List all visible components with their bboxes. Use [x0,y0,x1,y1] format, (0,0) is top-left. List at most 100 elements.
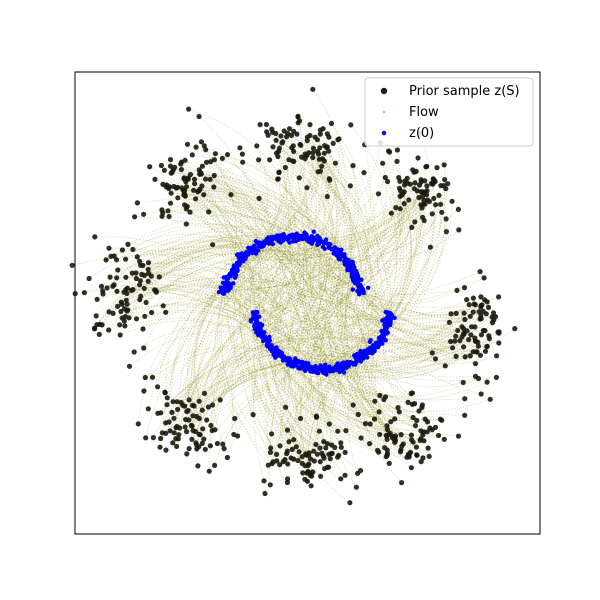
prior-sample-point [442,363,448,369]
flow-trajectory [310,231,380,413]
flow-trajectory [168,188,227,278]
prior-sample-point [460,379,466,386]
prior-sample-point [99,322,105,328]
legend-marker-z0 [381,130,387,136]
prior-sample-point [291,128,297,134]
prior-sample-point [92,234,98,240]
prior-sample-point [121,289,127,295]
flow-trajectory [356,285,413,405]
flow-trajectory [113,246,358,286]
prior-sample-point [431,195,437,201]
prior-sample-point [137,282,143,288]
prior-sample-point [134,200,140,206]
flow-trajectory [99,246,337,325]
flow-trajectory [117,260,377,344]
prior-sample-point [462,396,468,402]
prior-sample-point [459,324,465,330]
flow-trajectory [246,209,459,266]
prior-sample-point [328,120,335,127]
prior-sample-point [189,436,195,442]
flow-trajectory [306,142,381,240]
flow-trajectory [306,163,352,365]
flow-trajectory [325,368,388,430]
prior-sample-point [429,350,435,356]
z0-point [349,271,354,277]
flow-trajectory [187,178,229,289]
prior-sample-point [424,429,430,435]
prior-sample-point [297,118,303,124]
prior-sample-point [308,483,314,489]
flow-trajectory [266,366,294,453]
prior-sample-point [163,430,169,436]
flow-trajectory [333,229,460,262]
flow-trajectory [147,234,270,270]
prior-sample-point [98,283,105,289]
prior-sample-point [470,295,476,301]
z0-point [296,237,301,242]
flow-trajectory [307,332,500,381]
prior-sample-point [485,304,492,310]
prior-sample-point [396,175,402,181]
z0-point [231,265,236,270]
prior-sample-point [171,415,177,421]
prior-sample-point [457,338,463,344]
prior-sample-point [183,179,189,185]
flow-trajectory [112,253,359,291]
flow-trajectory [281,276,353,460]
z0-point [378,339,384,344]
prior-sample-point [475,343,481,349]
flow-trajectory [290,234,494,323]
prior-sample-point [384,436,390,442]
flow-trajectory [287,137,331,241]
prior-sample-point [231,431,237,438]
flow-trajectory [363,356,395,420]
flow-trajectory [203,194,335,369]
flow-trajectory [173,361,347,419]
flow-trajectory [192,321,390,406]
flow-trajectory [178,247,330,435]
z0-point [340,252,345,257]
flow-trajectory [258,159,277,243]
flow-trajectory [184,237,284,407]
prior-sample-point [326,421,332,427]
prior-sample-point [198,171,204,177]
flow-trajectory [363,292,488,316]
prior-sample-point [72,291,78,297]
flow-trajectory [309,243,396,441]
prior-sample-point [448,311,454,317]
flow-trajectory [293,131,330,242]
z0-point [331,251,336,256]
prior-sample-point [170,440,176,446]
prior-sample-point [158,162,164,169]
prior-sample-point [408,390,414,397]
prior-sample-point [478,391,484,397]
flow-trajectory [346,366,412,441]
flow-trajectory [164,291,220,393]
prior-sample-point [173,185,179,191]
flow-trajectory [325,352,373,468]
prior-sample-point [314,451,320,457]
flow-trajectory [243,182,408,258]
prior-sample-point [181,192,187,198]
flow-trajectory [287,358,332,446]
flow-trajectory [144,243,357,276]
z0-point [361,289,366,294]
prior-sample-point [167,200,174,206]
prior-sample-point [424,183,430,189]
prior-sample-point [150,435,156,441]
flow-trajectory [391,208,412,319]
z0-point [345,267,350,272]
prior-sample-point [467,313,473,319]
flow-trajectory [195,146,319,374]
flow-trajectory [126,304,321,366]
flow-trajectory [254,314,475,359]
flow-trajectory [294,367,320,452]
flow-trajectory [194,182,305,236]
flow-trajectory [251,330,284,462]
flow-trajectory [177,363,347,440]
z0-point [311,229,316,234]
flow-trajectory [316,322,391,455]
prior-sample-point [149,374,156,380]
prior-sample-point [467,353,473,359]
flow-trajectory [244,237,281,447]
